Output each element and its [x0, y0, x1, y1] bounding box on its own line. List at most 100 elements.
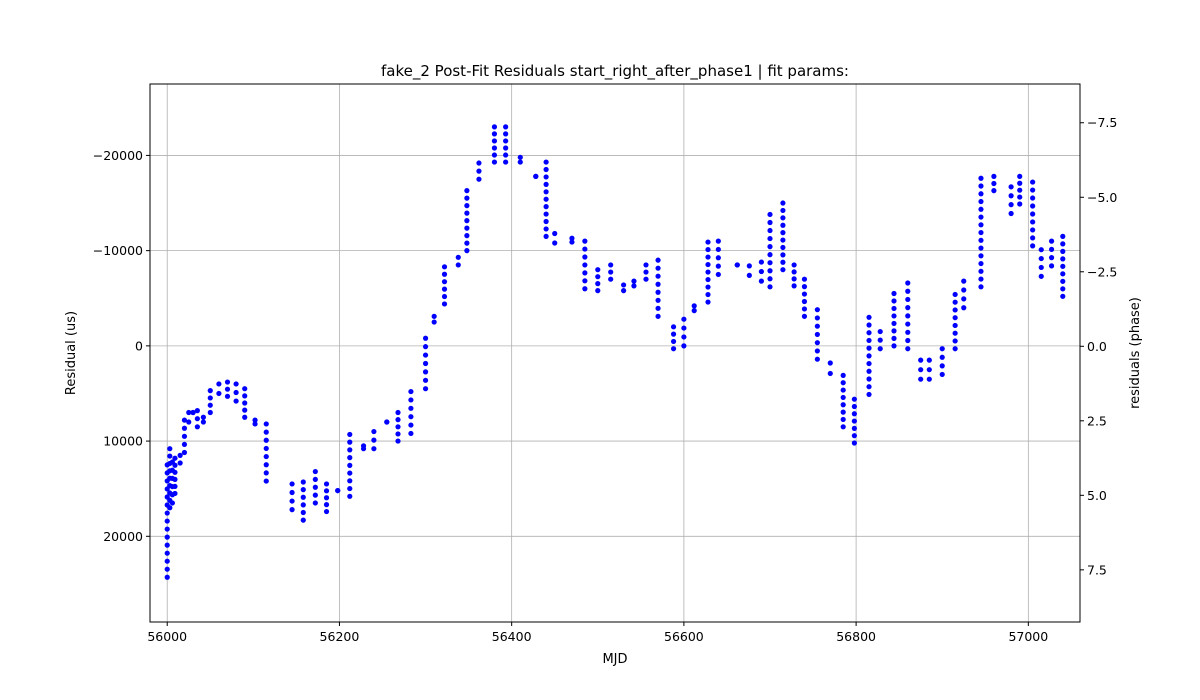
data-point	[441, 264, 448, 270]
data-point	[300, 479, 306, 485]
data-point	[758, 259, 764, 265]
data-point	[705, 246, 711, 253]
data-point	[312, 484, 318, 490]
data-point	[242, 400, 248, 406]
data-point	[543, 181, 549, 187]
data-point	[608, 262, 614, 268]
data-point	[746, 272, 752, 278]
data-point	[491, 159, 498, 165]
data-point	[503, 145, 509, 151]
data-point	[851, 411, 857, 417]
data-point	[242, 414, 248, 420]
data-point	[422, 335, 429, 341]
data-point	[767, 276, 773, 282]
data-point	[164, 558, 170, 564]
data-point	[164, 510, 170, 516]
data-point	[464, 233, 470, 239]
data-point	[767, 260, 773, 266]
data-point	[422, 344, 429, 350]
data-point	[891, 320, 897, 327]
data-point	[952, 346, 958, 352]
data-point	[926, 376, 932, 382]
data-point	[595, 267, 601, 273]
data-point	[517, 154, 523, 160]
data-point	[582, 262, 588, 268]
data-point	[595, 288, 601, 294]
data-point	[939, 354, 945, 360]
data-point	[186, 419, 192, 425]
data-point	[961, 305, 967, 311]
data-point	[767, 235, 773, 242]
data-point	[181, 449, 188, 456]
data-point	[705, 269, 711, 275]
data-point	[851, 440, 857, 446]
data-point	[952, 315, 958, 321]
data-point	[608, 269, 614, 275]
data-point	[840, 409, 846, 415]
data-point	[582, 246, 588, 252]
data-point	[961, 287, 967, 293]
data-point	[814, 331, 820, 338]
data-point	[595, 281, 601, 287]
data-point	[300, 502, 306, 508]
data-point	[1060, 293, 1066, 299]
data-point	[978, 214, 984, 220]
data-point	[543, 204, 549, 210]
y2-axis-label: residuals (phase)	[1128, 297, 1143, 409]
data-point	[360, 446, 367, 452]
data-point	[608, 276, 614, 282]
data-point	[491, 145, 498, 151]
data-point	[866, 353, 872, 359]
data-point	[543, 159, 549, 165]
data-point	[164, 518, 170, 524]
data-point	[952, 322, 958, 329]
data-point	[1030, 179, 1036, 185]
data-point	[384, 419, 390, 425]
data-point	[1017, 173, 1023, 179]
data-point	[681, 334, 687, 340]
data-point	[670, 331, 677, 337]
data-point	[866, 368, 872, 374]
data-point	[978, 276, 984, 282]
data-point	[408, 430, 414, 437]
data-point	[877, 337, 883, 343]
data-point	[167, 446, 173, 452]
data-point	[233, 381, 239, 387]
data-point	[978, 260, 984, 267]
data-point	[926, 367, 932, 373]
data-point	[1060, 256, 1066, 262]
data-point	[978, 191, 984, 197]
data-point	[1030, 243, 1036, 249]
data-point	[939, 371, 945, 378]
data-point	[347, 447, 353, 453]
data-point	[780, 259, 786, 265]
data-point	[422, 377, 429, 383]
data-point	[801, 298, 808, 305]
data-point	[464, 188, 470, 194]
data-point	[194, 416, 200, 422]
data-point	[1048, 246, 1055, 252]
data-point	[705, 261, 711, 268]
data-point	[670, 338, 677, 345]
data-point	[164, 574, 170, 580]
data-point	[1017, 187, 1023, 193]
data-point	[814, 348, 820, 354]
data-point	[1008, 210, 1014, 217]
data-point	[233, 389, 239, 396]
data-point	[216, 381, 222, 387]
data-point	[734, 262, 740, 268]
data-point	[595, 274, 601, 280]
x-tick-label: 56600	[664, 629, 704, 644]
data-point	[866, 314, 872, 320]
data-point	[289, 498, 295, 504]
x-tick-label: 56400	[492, 629, 532, 644]
data-point	[905, 296, 911, 303]
data-point	[978, 183, 984, 189]
data-point	[952, 299, 958, 305]
data-point	[866, 345, 872, 351]
data-point	[978, 206, 984, 212]
data-point	[780, 222, 786, 228]
data-point	[169, 500, 175, 506]
data-point	[840, 380, 846, 386]
data-point	[263, 453, 269, 460]
